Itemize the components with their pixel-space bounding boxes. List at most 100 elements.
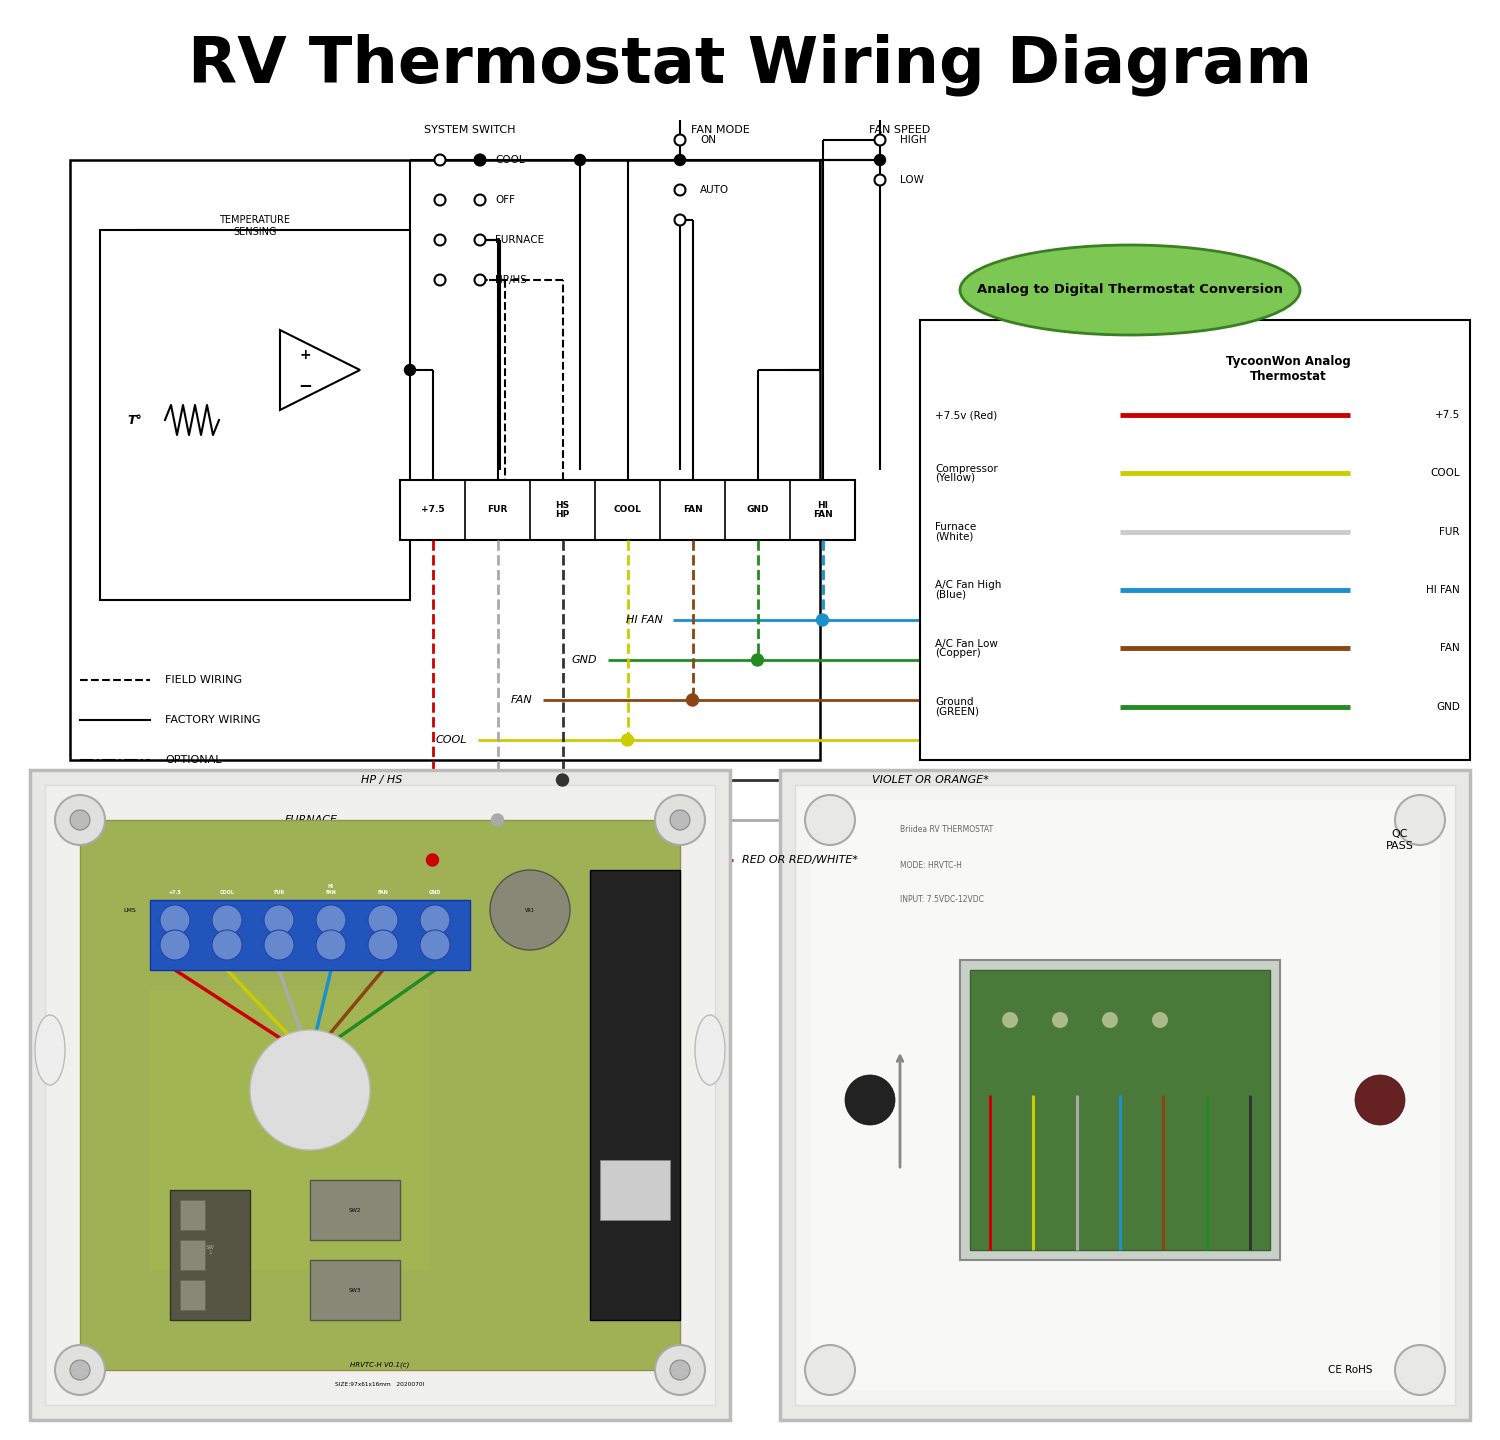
Circle shape xyxy=(670,1359,690,1380)
Circle shape xyxy=(675,184,686,196)
Circle shape xyxy=(874,134,885,145)
Circle shape xyxy=(420,930,450,960)
Text: LMS: LMS xyxy=(123,907,136,913)
Text: Compressor
(Yellow): Compressor (Yellow) xyxy=(934,464,998,482)
Circle shape xyxy=(675,154,686,166)
Circle shape xyxy=(211,904,242,935)
Text: INPUT: 7.5VDC-12VDC: INPUT: 7.5VDC-12VDC xyxy=(900,896,984,904)
Bar xyxy=(400,480,855,540)
Text: COOL: COOL xyxy=(614,505,642,514)
Bar xyxy=(80,819,680,1369)
Circle shape xyxy=(687,694,699,706)
Circle shape xyxy=(368,904,398,935)
Bar xyxy=(180,1240,206,1270)
Text: FUR: FUR xyxy=(488,505,507,514)
Text: FAN SPEED: FAN SPEED xyxy=(870,125,930,135)
Text: FUR: FUR xyxy=(1440,527,1460,537)
Bar xyxy=(70,160,820,760)
Circle shape xyxy=(70,1359,90,1380)
Text: TycoonWon Analog
Thermostat: TycoonWon Analog Thermostat xyxy=(1226,356,1352,383)
Circle shape xyxy=(211,930,242,960)
Circle shape xyxy=(474,275,486,285)
Text: A/C Fan High
(Blue): A/C Fan High (Blue) xyxy=(934,580,1002,599)
Bar xyxy=(45,785,715,1405)
Text: RED OR RED/WHITE*: RED OR RED/WHITE* xyxy=(742,855,858,865)
Text: CE RoHS: CE RoHS xyxy=(1328,1365,1372,1375)
Circle shape xyxy=(420,904,450,935)
Circle shape xyxy=(435,235,445,245)
Circle shape xyxy=(1052,1012,1068,1028)
Text: −: − xyxy=(298,376,312,395)
Text: YELLOW: YELLOW xyxy=(938,734,982,744)
Bar xyxy=(170,1189,250,1320)
Text: GND: GND xyxy=(1436,701,1460,711)
Text: Ground
(GREEN): Ground (GREEN) xyxy=(934,697,980,716)
Text: HRVTC-H V0.1(c): HRVTC-H V0.1(c) xyxy=(351,1362,410,1368)
Circle shape xyxy=(160,930,190,960)
Text: HS
HP: HS HP xyxy=(555,501,570,518)
Text: RV Thermostat Wiring Diagram: RV Thermostat Wiring Diagram xyxy=(188,33,1312,96)
Bar xyxy=(960,960,1280,1260)
Circle shape xyxy=(752,654,764,665)
Bar xyxy=(600,1161,670,1220)
Circle shape xyxy=(874,174,885,186)
Circle shape xyxy=(675,215,686,226)
Bar xyxy=(970,971,1270,1250)
Circle shape xyxy=(368,930,398,960)
Text: FAN: FAN xyxy=(510,696,532,706)
Circle shape xyxy=(56,795,105,845)
Text: HP / HS: HP / HS xyxy=(362,775,402,785)
Circle shape xyxy=(70,809,90,829)
Text: COOL: COOL xyxy=(1431,468,1460,478)
Text: FAN: FAN xyxy=(378,890,388,896)
Text: VR1: VR1 xyxy=(525,907,536,913)
Text: HP/HS: HP/HS xyxy=(495,275,526,285)
Text: TEMPERATURE
SENSING: TEMPERATURE SENSING xyxy=(219,215,291,236)
Text: GND: GND xyxy=(429,890,441,896)
Text: FAN: FAN xyxy=(682,505,702,514)
Circle shape xyxy=(874,154,885,166)
Circle shape xyxy=(316,930,346,960)
Text: +7.5: +7.5 xyxy=(168,890,182,896)
Text: HI FAN: HI FAN xyxy=(1426,585,1460,595)
Text: FURNACE: FURNACE xyxy=(285,815,338,825)
Text: FACTORY WIRING: FACTORY WIRING xyxy=(165,716,261,724)
Circle shape xyxy=(1102,1012,1118,1028)
Circle shape xyxy=(806,795,855,845)
Circle shape xyxy=(474,194,486,206)
Text: OPTIONAL: OPTIONAL xyxy=(165,755,222,765)
Text: Furnace
(White): Furnace (White) xyxy=(934,523,976,541)
Text: +7.5v (Red): +7.5v (Red) xyxy=(934,410,998,420)
Text: VIOLET OR ORANGE*: VIOLET OR ORANGE* xyxy=(873,775,990,785)
Text: FAN MODE: FAN MODE xyxy=(690,125,750,135)
Bar xyxy=(150,991,430,1270)
Ellipse shape xyxy=(34,1015,64,1084)
Ellipse shape xyxy=(960,245,1300,336)
Circle shape xyxy=(426,854,438,865)
Text: FAN: FAN xyxy=(1440,644,1460,654)
Circle shape xyxy=(474,154,486,166)
Bar xyxy=(810,801,1440,1390)
Circle shape xyxy=(435,275,445,285)
Circle shape xyxy=(251,1030,370,1151)
Bar xyxy=(590,870,680,1320)
Bar xyxy=(80,819,680,1369)
Text: COOL: COOL xyxy=(436,734,468,744)
Text: HI FAN: HI FAN xyxy=(626,615,663,625)
Text: WHITE*: WHITE* xyxy=(807,815,849,825)
Text: GND: GND xyxy=(572,655,597,665)
Text: +7.5: +7.5 xyxy=(420,505,444,514)
Text: FUR: FUR xyxy=(273,890,285,896)
Bar xyxy=(180,1200,206,1230)
Circle shape xyxy=(474,154,486,166)
Bar xyxy=(180,1280,206,1310)
Circle shape xyxy=(474,235,486,245)
Circle shape xyxy=(435,194,445,206)
Text: MODE: HRVTC-H: MODE: HRVTC-H xyxy=(900,861,962,870)
Bar xyxy=(100,230,410,600)
Text: BLUE: BLUE xyxy=(1132,615,1161,625)
Circle shape xyxy=(56,1345,105,1395)
Text: SW3: SW3 xyxy=(348,1287,361,1293)
Text: GND: GND xyxy=(747,505,768,514)
Circle shape xyxy=(492,814,504,827)
